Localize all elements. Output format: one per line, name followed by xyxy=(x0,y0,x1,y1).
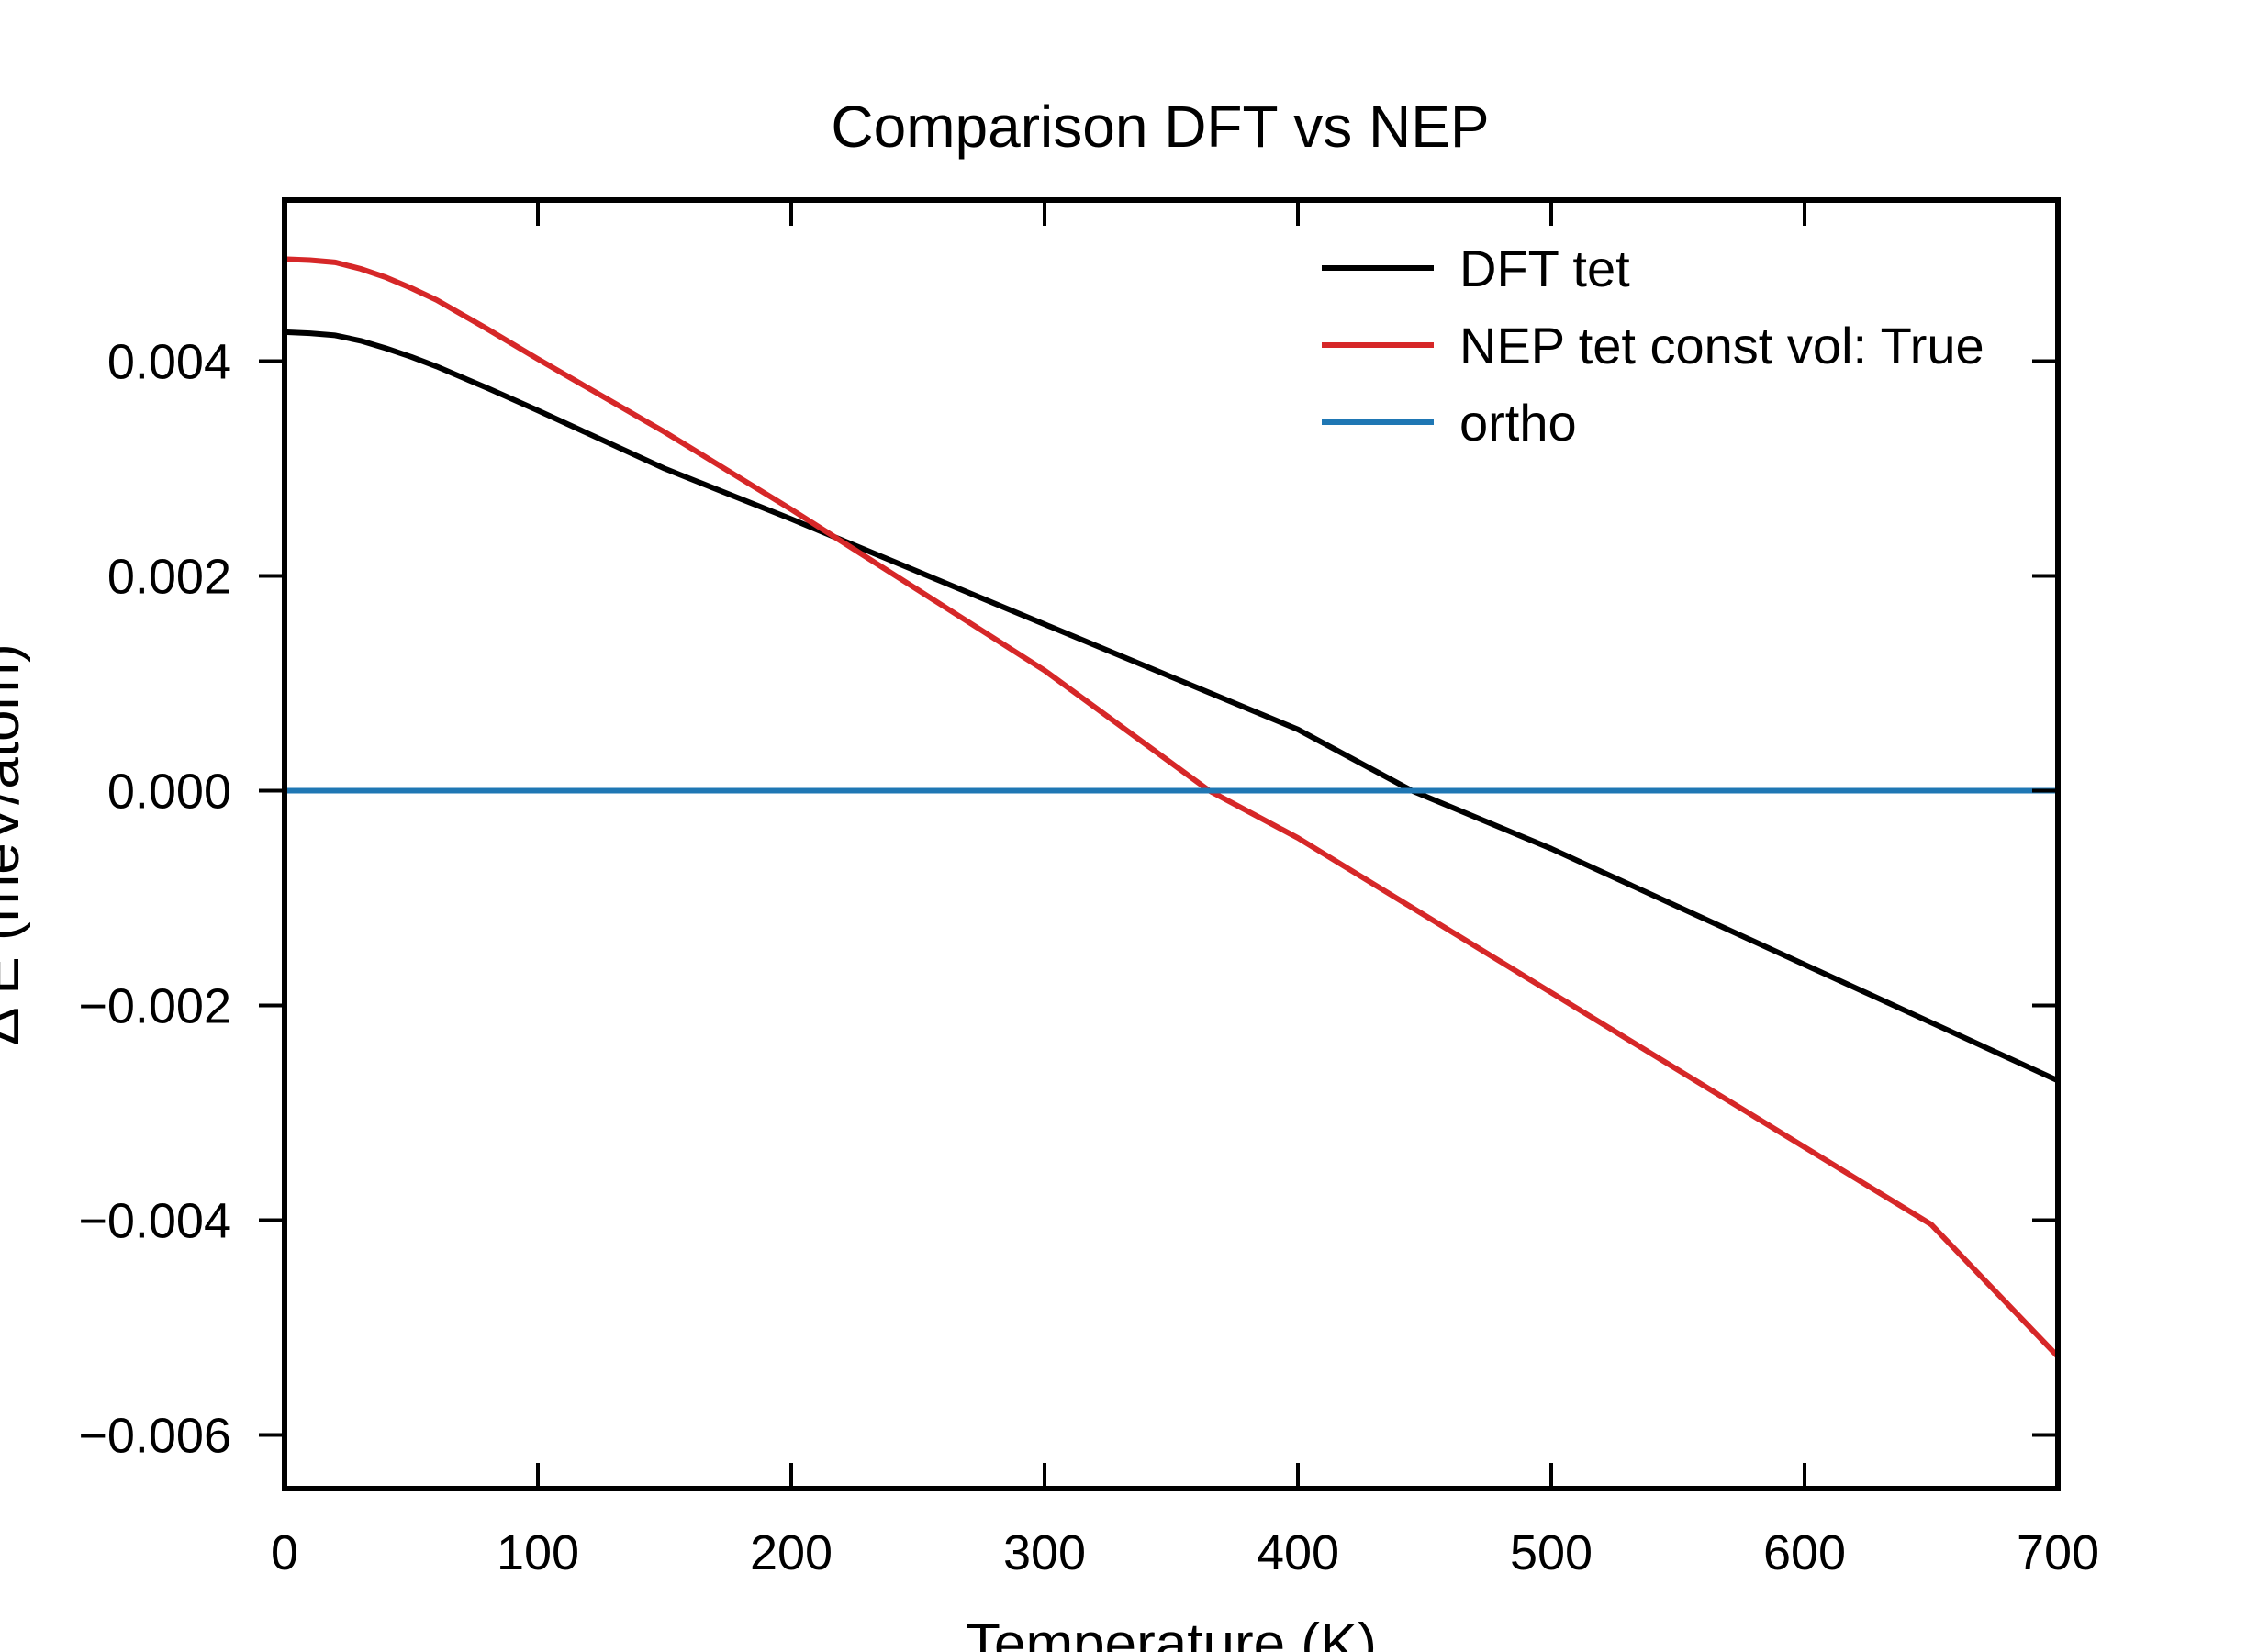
y-tick-label: 0.000 xyxy=(107,765,231,820)
y-tick-label: 0.002 xyxy=(107,550,231,605)
y-tick-label: −0.006 xyxy=(78,1409,231,1464)
legend-label: ortho xyxy=(1459,394,1577,452)
y-axis-label: Δ E (meV/atom) xyxy=(0,643,31,1045)
x-tick-label: 500 xyxy=(1510,1525,1593,1580)
y-tick-label: −0.004 xyxy=(78,1194,231,1249)
x-tick-label: 300 xyxy=(1003,1525,1086,1580)
x-tick-label: 100 xyxy=(497,1525,579,1580)
legend-label: DFT tet xyxy=(1459,240,1630,297)
series-line-nep-tet-const-vol-true xyxy=(285,256,2058,1359)
y-tick-label: 0.004 xyxy=(107,335,231,390)
chart-title: Comparison DFT vs NEP xyxy=(831,94,1489,160)
y-tick-label: −0.002 xyxy=(78,979,231,1034)
plot-frame xyxy=(282,197,2061,1491)
x-tick-label: 200 xyxy=(750,1525,833,1580)
series-layer xyxy=(285,256,2058,1359)
ticks-layer: 0 100 200 300 400 500 600 700 −0.006 −0.004 −0.002… xyxy=(78,200,2099,1580)
legend-label: NEP tet const vol: True xyxy=(1459,317,1984,374)
legend: DFT tet NEP tet const vol: True ortho xyxy=(1322,240,1984,452)
x-tick-label: 600 xyxy=(1763,1525,1846,1580)
x-axis-label: Temperature (K) xyxy=(966,1613,1377,1652)
x-tick-label: 700 xyxy=(2017,1525,2099,1580)
series-line-dft-tet xyxy=(285,329,2058,1084)
x-tick-label: 0 xyxy=(271,1525,298,1580)
x-tick-label: 400 xyxy=(1257,1525,1339,1580)
